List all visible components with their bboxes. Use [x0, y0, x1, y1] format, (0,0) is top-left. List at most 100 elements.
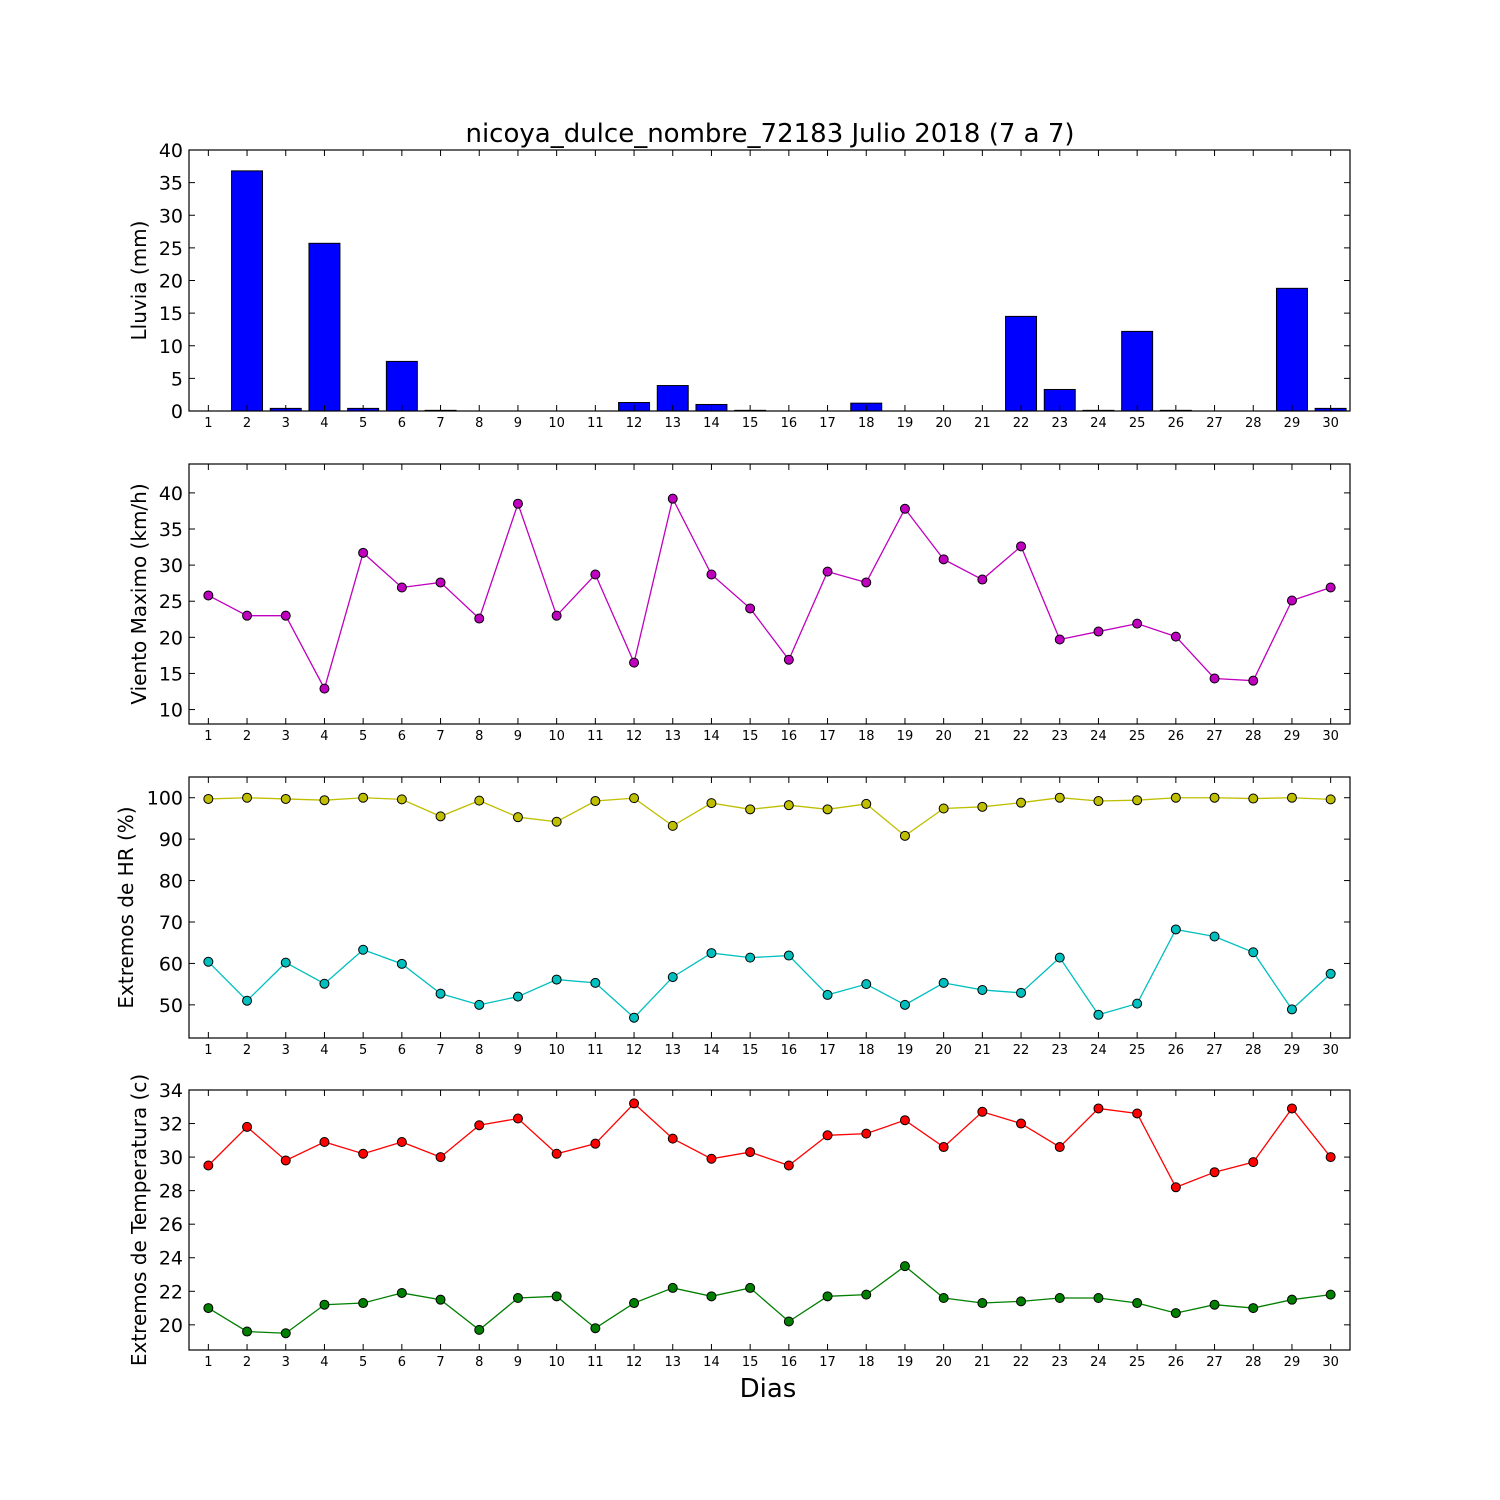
x-tick-label: 4	[320, 1043, 328, 1058]
x-tick-label: 1	[204, 729, 212, 744]
x-tick-label: 4	[320, 416, 328, 431]
point-s2-day-23	[1054, 1293, 1065, 1303]
x-tick-label: 28	[1245, 1355, 1262, 1370]
x-tick-label: 14	[703, 729, 720, 744]
point-s2-day-1	[203, 1303, 214, 1314]
x-tick-label: 10	[548, 729, 565, 744]
point-s1-day-30	[1325, 794, 1336, 805]
x-tick-label: 18	[858, 1355, 875, 1370]
x-tick-label: 16	[781, 416, 798, 431]
point-s2-day-7	[435, 1294, 446, 1305]
x-tick-label: 3	[282, 729, 290, 744]
x-tick-label: 2	[243, 1043, 251, 1058]
point-s2-day-30	[1325, 1289, 1336, 1300]
point-s1-day-29	[1286, 595, 1297, 606]
x-tick-label: 7	[436, 1043, 444, 1058]
x-tick-label: 20	[935, 729, 952, 744]
x-tick-label: 10	[548, 1355, 565, 1370]
point-s2-day-4	[319, 978, 330, 989]
y-tick-label: 35	[159, 173, 183, 195]
x-tick-label: 6	[398, 416, 406, 431]
x-tick-label: 18	[858, 1043, 875, 1058]
point-s1-day-17	[822, 1130, 833, 1141]
point-s2-day-9	[512, 991, 523, 1002]
x-tick-label: 18	[858, 729, 875, 744]
point-s1-day-13	[667, 820, 678, 831]
point-s2-day-2	[242, 1326, 253, 1337]
point-s1-day-9	[512, 498, 523, 509]
x-tick-label: 28	[1245, 416, 1262, 431]
point-s1-day-2	[242, 610, 253, 621]
x-tick-label: 29	[1284, 1043, 1301, 1058]
point-s1-day-20	[938, 803, 949, 814]
series-line-2	[208, 1265, 1331, 1334]
x-tick-label: 11	[587, 1355, 604, 1370]
x-tick-label: 16	[781, 729, 798, 744]
y-tick-label: 5	[171, 368, 183, 390]
point-s1-day-15	[745, 804, 756, 815]
point-s1-day-25	[1132, 795, 1143, 806]
x-tick-label: 7	[436, 416, 444, 431]
x-tick-label: 3	[282, 416, 290, 431]
point-s1-day-12	[629, 657, 640, 668]
x-tick-label: 26	[1168, 1043, 1185, 1058]
point-s1-day-6	[396, 794, 407, 805]
x-tick-label: 12	[626, 729, 643, 744]
point-s2-day-19	[899, 1261, 910, 1272]
bar-day-25	[1121, 330, 1154, 412]
point-s2-day-22	[1016, 987, 1027, 998]
point-s2-day-27	[1209, 931, 1220, 942]
x-tick-label: 17	[819, 729, 836, 744]
y-tick-label: 0	[171, 401, 183, 423]
point-s1-day-19	[899, 830, 910, 841]
x-tick-label: 26	[1168, 1355, 1185, 1370]
x-axis-label: Dias	[740, 1374, 797, 1404]
series-line-1	[208, 797, 1331, 837]
point-s1-day-22	[1016, 1118, 1027, 1129]
y-tick-label: 25	[159, 591, 183, 613]
point-s1-day-9	[512, 1113, 523, 1124]
x-tick-label: 8	[475, 1355, 483, 1370]
x-tick-label: 19	[897, 416, 914, 431]
y-tick-label: 90	[159, 829, 183, 851]
x-tick-label: 21	[974, 1355, 991, 1370]
point-s1-day-14	[706, 569, 717, 580]
plot-frame	[188, 1089, 1351, 1351]
y-axis-label: Lluvia (mm)	[127, 221, 151, 341]
x-tick-label: 24	[1090, 1043, 1107, 1058]
point-s2-day-20	[938, 977, 949, 988]
y-tick-label: 100	[147, 788, 183, 810]
point-s2-day-3	[280, 1328, 291, 1339]
point-s2-day-13	[667, 1282, 678, 1293]
x-tick-label: 4	[320, 729, 328, 744]
point-s1-day-24	[1093, 796, 1104, 807]
point-s2-day-10	[551, 1291, 562, 1302]
y-tick-label: 15	[159, 663, 183, 685]
x-tick-label: 2	[243, 416, 251, 431]
x-tick-label: 2	[243, 1355, 251, 1370]
x-tick-label: 27	[1206, 416, 1223, 431]
x-tick-label: 14	[703, 416, 720, 431]
x-tick-label: 4	[320, 1355, 328, 1370]
series-line-1	[208, 496, 1331, 691]
x-tick-label: 10	[548, 1043, 565, 1058]
x-tick-label: 30	[1322, 729, 1339, 744]
y-tick-label: 40	[159, 483, 183, 505]
point-s1-day-12	[629, 793, 640, 804]
point-s1-day-14	[706, 1153, 717, 1164]
point-s1-day-10	[551, 816, 562, 827]
point-s2-day-6	[396, 958, 407, 969]
point-s2-day-12	[629, 1012, 640, 1023]
x-tick-label: 12	[626, 1355, 643, 1370]
x-tick-label: 24	[1090, 416, 1107, 431]
x-tick-label: 19	[897, 1043, 914, 1058]
x-tick-label: 15	[742, 416, 759, 431]
x-tick-label: 7	[436, 729, 444, 744]
x-tick-label: 7	[436, 1355, 444, 1370]
point-s1-day-3	[280, 610, 291, 621]
point-s1-day-21	[977, 574, 988, 585]
x-tick-label: 8	[475, 1043, 483, 1058]
point-s1-day-15	[745, 1147, 756, 1158]
point-s2-day-23	[1054, 952, 1065, 963]
